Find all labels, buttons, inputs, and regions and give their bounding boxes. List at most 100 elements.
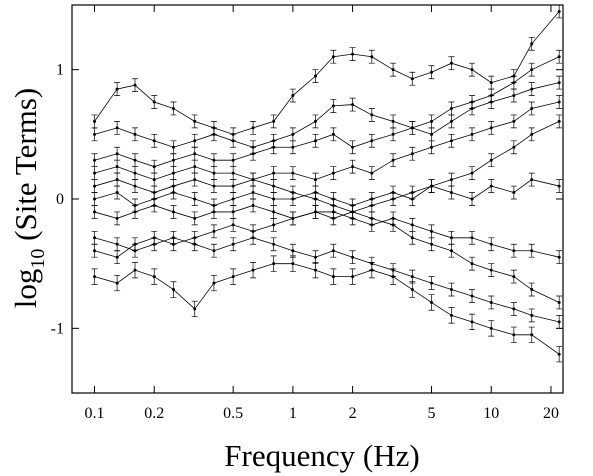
- data-point: [212, 281, 216, 285]
- data-point: [489, 268, 493, 272]
- data-point: [313, 210, 317, 214]
- data-point: [370, 216, 374, 220]
- data-point: [93, 210, 97, 214]
- data-point: [115, 126, 119, 130]
- y-label-sub: 10: [27, 249, 49, 269]
- data-point: [470, 236, 474, 240]
- data-point: [152, 178, 156, 182]
- data-point: [557, 300, 561, 304]
- data-point: [430, 184, 434, 188]
- data-point: [351, 275, 355, 279]
- x-tick-label: 1: [289, 405, 297, 422]
- data-point: [512, 333, 516, 337]
- data-point: [133, 83, 137, 87]
- data-point: [391, 197, 395, 201]
- data-point: [193, 165, 197, 169]
- data-point: [430, 119, 434, 123]
- data-point: [370, 203, 374, 207]
- data-point: [115, 216, 119, 220]
- data-point: [272, 210, 276, 214]
- data-point: [512, 145, 516, 149]
- data-point: [152, 275, 156, 279]
- data-point: [193, 152, 197, 156]
- x-tick-label: 0.1: [85, 405, 105, 422]
- data-point: [449, 119, 453, 123]
- data-point: [430, 300, 434, 304]
- data-point: [193, 236, 197, 240]
- data-point: [313, 255, 317, 259]
- data-point: [391, 275, 395, 279]
- data-point: [557, 255, 561, 259]
- data-point: [193, 178, 197, 182]
- data-point: [512, 94, 516, 98]
- data-point: [370, 268, 374, 272]
- data-point: [313, 119, 317, 123]
- data-point: [331, 55, 335, 59]
- data-point: [530, 333, 534, 337]
- y-tick-label: -1: [51, 320, 64, 337]
- data-point: [212, 132, 216, 136]
- data-point: [272, 119, 276, 123]
- series-line: [94, 101, 560, 193]
- data-point: [489, 126, 493, 130]
- x-tick-label: 0.5: [223, 405, 243, 422]
- data-point: [212, 158, 216, 162]
- data-point: [231, 242, 235, 246]
- data-point: [351, 52, 355, 56]
- data-point: [133, 268, 137, 272]
- data-point: [470, 132, 474, 136]
- data-point: [251, 126, 255, 130]
- data-point: [272, 184, 276, 188]
- data-point: [171, 106, 175, 110]
- data-point: [410, 126, 414, 130]
- data-point: [512, 81, 516, 85]
- series-line: [94, 121, 560, 258]
- data-point: [410, 152, 414, 156]
- data-point: [470, 68, 474, 72]
- data-point: [291, 94, 295, 98]
- data-point: [115, 242, 119, 246]
- data-point: [193, 197, 197, 201]
- data-point: [152, 203, 156, 207]
- data-point: [291, 145, 295, 149]
- data-point: [351, 210, 355, 214]
- data-point: [489, 158, 493, 162]
- data-point: [115, 152, 119, 156]
- data-point: [115, 255, 119, 259]
- data-point: [313, 178, 317, 182]
- data-point: [171, 210, 175, 214]
- y-label-rest: (Site Terms): [8, 88, 43, 249]
- data-point: [251, 203, 255, 207]
- data-point: [133, 242, 137, 246]
- data-point: [410, 236, 414, 240]
- data-point: [410, 223, 414, 227]
- data-point: [370, 113, 374, 117]
- series-line: [94, 82, 560, 148]
- data-point: [331, 275, 335, 279]
- data-point: [272, 262, 276, 266]
- data-point: [530, 288, 534, 292]
- data-point: [512, 249, 516, 253]
- data-point: [449, 106, 453, 110]
- y-tick-label: 1: [56, 62, 64, 79]
- data-point: [470, 320, 474, 324]
- series-line: [94, 179, 560, 206]
- data-point: [391, 68, 395, 72]
- data-point: [152, 165, 156, 169]
- data-point: [557, 81, 561, 85]
- data-point: [133, 184, 137, 188]
- data-point: [93, 171, 97, 175]
- data-point: [430, 70, 434, 74]
- data-point: [313, 268, 317, 272]
- data-point: [449, 178, 453, 182]
- data-point: [93, 184, 97, 188]
- data-point: [93, 249, 97, 253]
- data-point: [212, 210, 216, 214]
- data-point: [231, 171, 235, 175]
- data-point: [470, 262, 474, 266]
- data-point: [489, 242, 493, 246]
- x-tick-label: 2: [349, 405, 357, 422]
- data-point: [430, 145, 434, 149]
- data-point: [251, 145, 255, 149]
- data-point: [557, 352, 561, 356]
